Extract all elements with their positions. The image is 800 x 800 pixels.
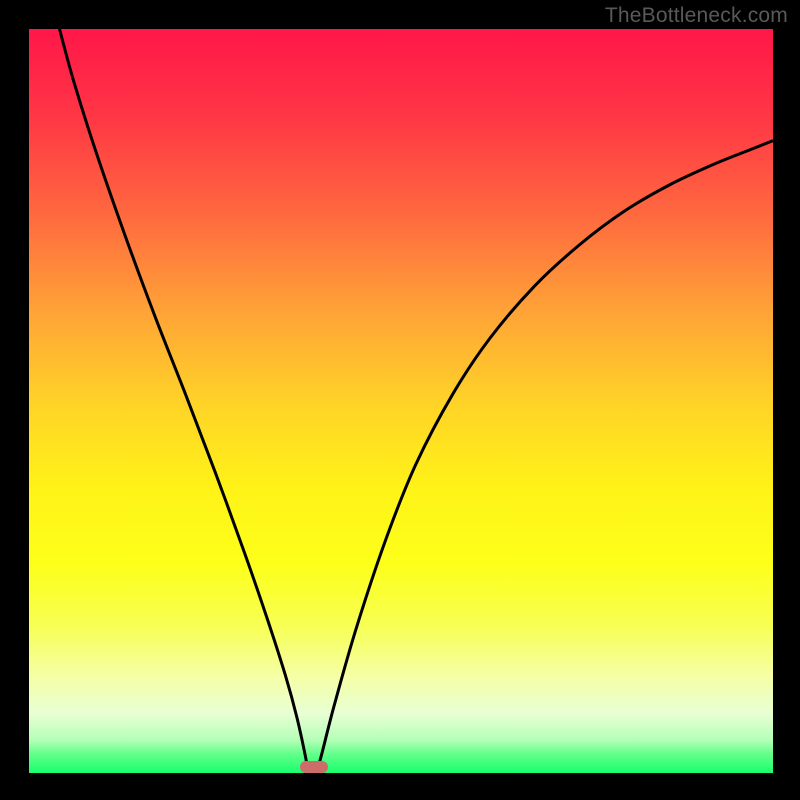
watermark-text: TheBottleneck.com bbox=[605, 4, 788, 28]
bottleneck-curve bbox=[60, 29, 774, 774]
sweet-spot-marker bbox=[300, 761, 328, 773]
bottleneck-chart: TheBottleneck.com bbox=[0, 0, 800, 800]
curve-layer bbox=[0, 0, 800, 800]
